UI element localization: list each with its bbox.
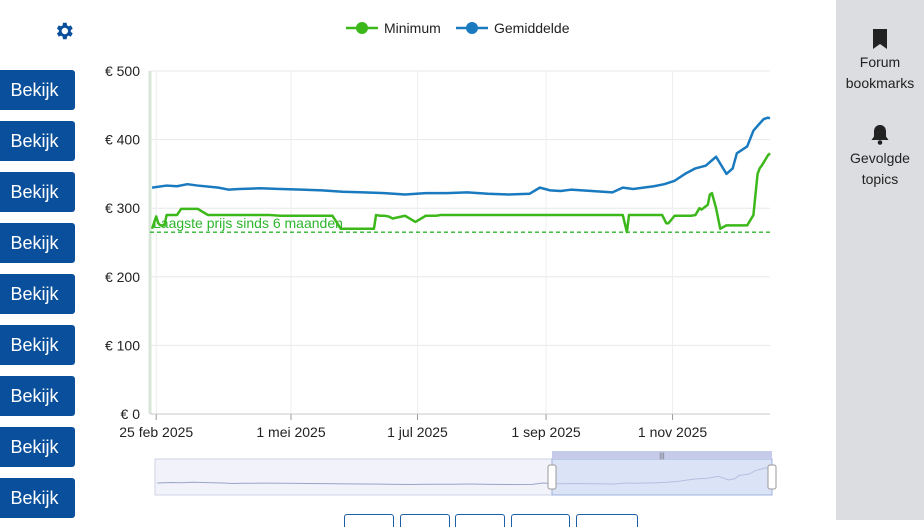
navigator-selection[interactable]: [551, 458, 773, 496]
scrollbar-grip-icon: |||: [659, 453, 665, 460]
followed-topics-link[interactable]: Gevolgde topics: [836, 124, 924, 190]
followed-topics-line2: topics: [861, 171, 899, 187]
bekijk-button[interactable]: Bekijk: [0, 427, 75, 467]
bekijk-button[interactable]: Bekijk: [0, 478, 75, 518]
navigator-handle-right[interactable]: [767, 464, 777, 490]
x-tick-label: 1 jul 2025: [387, 424, 448, 440]
legend-minimum[interactable]: Minimum: [346, 20, 441, 36]
y-tick-label: € 400: [105, 132, 140, 148]
y-tick-label: € 500: [105, 63, 140, 79]
bekijk-button[interactable]: Bekijk: [0, 70, 75, 110]
series-line-minimum: [150, 152, 771, 234]
x-axis: 25 feb 2025 1 mei 2025 1 jul 2025 1 sep 202…: [119, 413, 770, 440]
legend-minimum-label: Minimum: [384, 20, 441, 36]
forum-bookmarks-link[interactable]: Forum bookmarks: [836, 28, 924, 94]
legend-minimum-marker: [356, 22, 368, 34]
bekijk-button[interactable]: Bekijk: [0, 325, 75, 365]
bookmark-icon: [873, 29, 887, 49]
price-chart-svg: Minimum Gemiddelde € 0 € 100 € 200 € 300 € 4…: [105, 20, 777, 496]
range-button[interactable]: [576, 514, 638, 527]
series-line-gemiddelde: [151, 116, 771, 196]
bell-icon: [871, 125, 889, 145]
x-tick-label: 25 feb 2025: [119, 424, 193, 440]
forum-bookmarks-line2: bookmarks: [845, 75, 915, 91]
navigator-scrollbar[interactable]: [552, 451, 772, 459]
x-tick-label: 1 sep 2025: [511, 424, 580, 440]
chart-series: [150, 116, 771, 234]
y-tick-label: € 100: [105, 337, 140, 353]
navigator-handle-left[interactable]: [547, 464, 557, 490]
legend-gemiddelde[interactable]: Gemiddelde: [456, 20, 570, 36]
forum-bookmarks-line1: Forum: [859, 54, 901, 70]
lowest-price-reference: Laagste prijs sinds 6 maanden: [150, 215, 770, 233]
legend-gemiddelde-marker: [466, 22, 478, 34]
range-button[interactable]: [400, 514, 450, 527]
price-chart: Minimum Gemiddelde € 0 € 100 € 200 € 300 € 4…: [90, 0, 830, 527]
left-column: Bekijk Bekijk Bekijk Bekijk Bekijk Bekij…: [0, 0, 90, 520]
range-navigator[interactable]: |||: [154, 451, 777, 496]
bekijk-button[interactable]: Bekijk: [0, 172, 75, 212]
y-axis: € 0 € 100 € 200 € 300 € 400 € 500: [105, 63, 152, 422]
range-button[interactable]: [455, 514, 505, 527]
right-panel: Forum bookmarks Gevolgde topics: [836, 0, 924, 520]
followed-topics-line1: Gevolgde: [850, 150, 910, 166]
y-tick-label: € 300: [105, 200, 140, 216]
legend-gemiddelde-label: Gemiddelde: [494, 20, 570, 36]
y-tick-label: € 0: [121, 406, 141, 422]
range-button[interactable]: [511, 514, 570, 527]
x-tick-label: 1 nov 2025: [638, 424, 707, 440]
bekijk-button[interactable]: Bekijk: [0, 376, 75, 416]
y-tick-label: € 200: [105, 269, 140, 285]
chart-grid: [150, 70, 770, 415]
bekijk-button[interactable]: Bekijk: [0, 223, 75, 263]
range-button[interactable]: [344, 514, 394, 527]
x-tick-label: 1 mei 2025: [256, 424, 325, 440]
bekijk-button[interactable]: Bekijk: [0, 274, 75, 314]
bekijk-button[interactable]: Bekijk: [0, 121, 75, 161]
gear-icon[interactable]: [53, 20, 75, 42]
reference-label: Laagste prijs sinds 6 maanden: [153, 215, 343, 231]
